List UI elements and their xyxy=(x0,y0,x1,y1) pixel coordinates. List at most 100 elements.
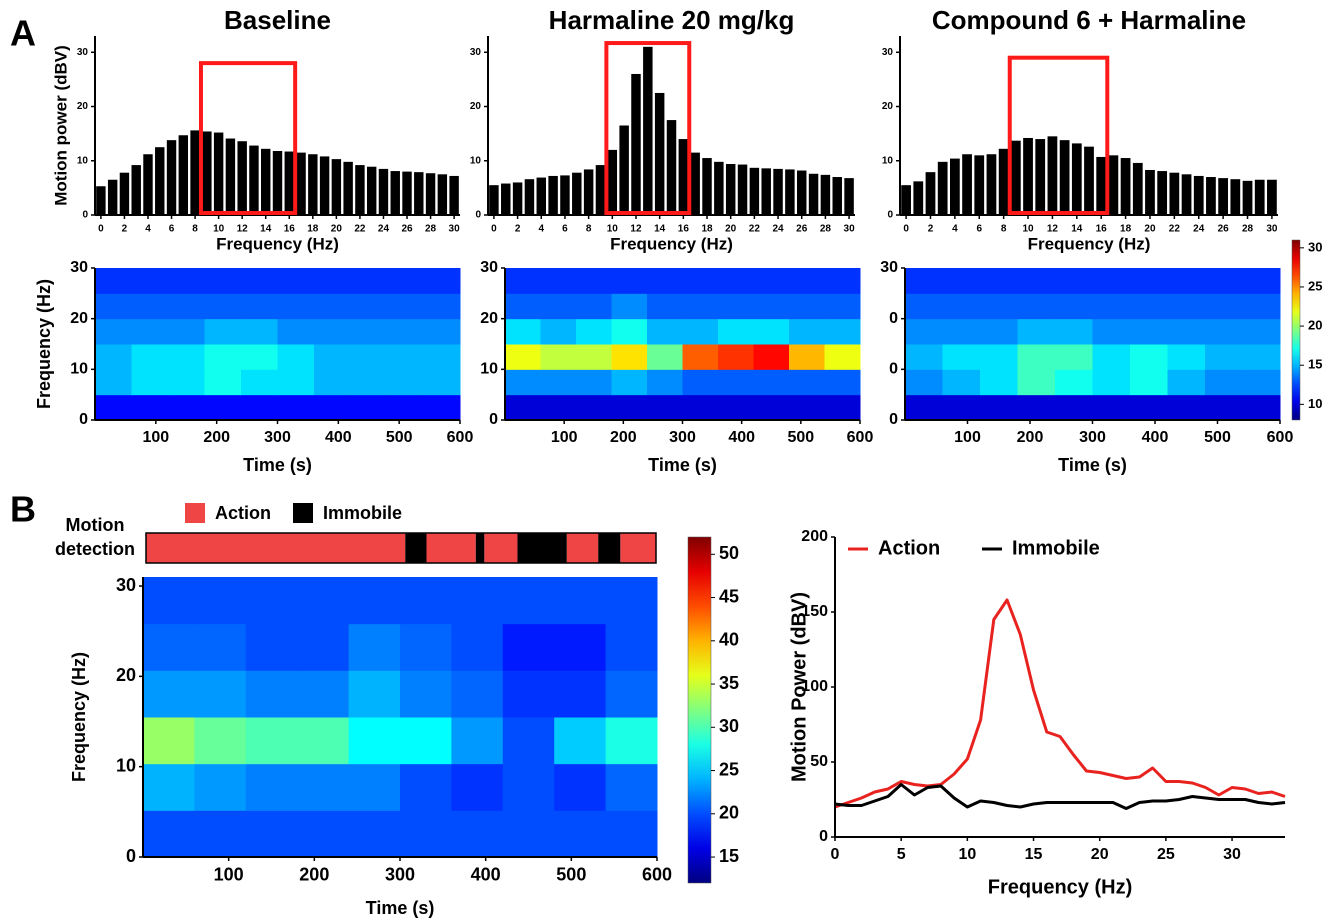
state-interval xyxy=(598,533,621,563)
bar xyxy=(425,173,436,215)
heatmap-cell xyxy=(131,394,169,421)
bar xyxy=(190,130,200,215)
heatmap-cell xyxy=(1167,293,1206,320)
heatmap-cell xyxy=(682,344,719,370)
heatmap-cell xyxy=(143,577,195,625)
heatmap-cell xyxy=(204,369,242,396)
bar xyxy=(560,175,570,215)
state-interval xyxy=(566,533,599,563)
heatmap-cell xyxy=(682,268,719,294)
heatmap-cell xyxy=(387,268,424,294)
heatmap-cell xyxy=(1242,344,1281,370)
heatmap-cell xyxy=(1017,344,1056,370)
x-tick-label: 18 xyxy=(307,224,319,235)
heatmap-cell xyxy=(451,763,504,811)
x-tick-label: 15 xyxy=(1025,846,1043,863)
y-axis-label: Frequency (Hz) xyxy=(69,652,89,782)
heatmap-cell xyxy=(168,268,205,294)
bar xyxy=(414,172,424,215)
bar xyxy=(913,181,924,215)
bar xyxy=(213,132,224,215)
bar xyxy=(1206,177,1216,215)
y-tick-label: 20 xyxy=(77,101,89,112)
heatmap-cell xyxy=(1242,268,1281,294)
x-tick-label: 14 xyxy=(1071,224,1083,235)
x-tick-label: 500 xyxy=(787,429,814,446)
heatmap-cell xyxy=(753,293,790,320)
heatmap-cell xyxy=(168,344,205,370)
heatmap-cell xyxy=(131,293,169,320)
y-tick-label: 0 xyxy=(889,310,898,327)
colorbar-tick-label: 40 xyxy=(719,630,739,650)
heatmap-cell xyxy=(1242,394,1281,421)
heatmap-cell xyxy=(1167,369,1206,396)
y-tick-label: 30 xyxy=(882,47,894,58)
heatmap-cell xyxy=(277,318,315,345)
heatmap-cell xyxy=(131,318,169,345)
state-interval xyxy=(405,533,427,563)
bar xyxy=(1035,139,1046,215)
bar xyxy=(155,147,165,215)
heatmap-cell xyxy=(241,344,278,370)
heatmap-cell xyxy=(95,268,132,294)
heatmap-cell xyxy=(789,344,825,370)
x-tick-label: 28 xyxy=(1242,224,1254,235)
y-tick-label: 200 xyxy=(801,528,828,545)
heatmap-cell xyxy=(1205,369,1243,396)
bar xyxy=(1169,172,1180,215)
bar xyxy=(284,151,294,215)
y-tick-label: 10 xyxy=(116,755,136,775)
bar xyxy=(1157,171,1168,215)
heatmap-cell xyxy=(605,670,658,718)
heatmap-cell xyxy=(400,623,452,671)
heatmap-cell xyxy=(502,763,555,811)
heatmap-cell xyxy=(400,810,452,858)
heatmap-cell xyxy=(451,717,504,765)
bar xyxy=(820,174,831,215)
heatmap-cell xyxy=(1055,293,1093,320)
heatmap-cell xyxy=(824,369,861,396)
bar xyxy=(1145,169,1155,215)
heatmap-cell xyxy=(314,344,351,370)
heatmap-cell xyxy=(1167,344,1206,370)
bar xyxy=(296,152,306,215)
bar xyxy=(237,141,247,215)
heatmap-cell xyxy=(611,318,648,345)
colorbar-tick-label: 20 xyxy=(1308,318,1322,333)
bar xyxy=(261,148,271,215)
heatmap-cell xyxy=(980,268,1018,294)
colorbar-tick-label: 25 xyxy=(1308,278,1322,293)
x-tick-label: 14 xyxy=(654,224,666,235)
heatmap-cell xyxy=(168,318,205,345)
heatmap-cell xyxy=(554,577,607,625)
heatmap-cell xyxy=(245,763,298,811)
bar xyxy=(901,185,911,215)
heatmap-cell xyxy=(348,670,401,718)
heatmap-cell xyxy=(1205,268,1243,294)
bar xyxy=(832,177,842,215)
heatmap-cell xyxy=(789,318,825,345)
heatmap-cell xyxy=(1017,268,1056,294)
heatmap-cell xyxy=(942,344,981,370)
bar xyxy=(96,186,106,215)
heatmap-cell xyxy=(682,293,719,320)
y-tick-label: 50 xyxy=(810,753,828,770)
heatmap-cell xyxy=(1167,318,1206,345)
bar xyxy=(166,140,177,215)
heatmap-cell xyxy=(143,810,195,858)
heatmap-cell xyxy=(647,369,683,396)
x-tick-label: 300 xyxy=(264,429,291,446)
bar xyxy=(666,120,677,215)
bar xyxy=(998,148,1009,215)
heatmap-cell xyxy=(1205,344,1243,370)
bar xyxy=(249,145,259,215)
heatmap-cell xyxy=(297,763,350,811)
heatmap-cell xyxy=(350,268,388,294)
heatmap-cell xyxy=(540,369,577,396)
heatmap-cell xyxy=(753,344,790,370)
x-tick-label: 30 xyxy=(1223,846,1241,863)
x-tick-label: 400 xyxy=(728,429,755,446)
x-tick-label: 20 xyxy=(1144,224,1156,235)
heatmap-cell xyxy=(718,369,754,396)
bar xyxy=(1023,137,1033,215)
